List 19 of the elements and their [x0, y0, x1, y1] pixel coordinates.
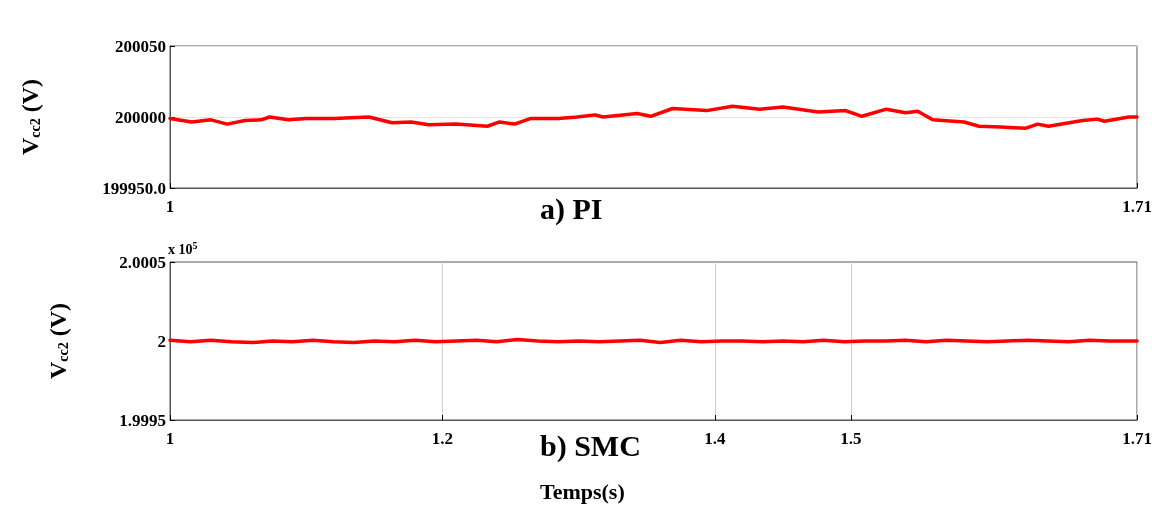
y-tick-label: 200050 — [115, 36, 166, 56]
x-tick-label: 1.5 — [840, 429, 862, 448]
y-tick-label: 200000 — [115, 107, 166, 127]
x-tick-label: 1.2 — [431, 429, 454, 448]
x-tick-label: 1 — [165, 429, 175, 448]
y-tick-label: 1.9995 — [119, 410, 166, 430]
x-axis-title: Temps(s) — [540, 478, 625, 504]
x-tick-label: 1 — [165, 197, 175, 216]
y-tick-label: 2.0005 — [119, 252, 166, 272]
text: a) PI — [540, 191, 603, 226]
x-tick-label: 1.71 — [1122, 429, 1152, 448]
x-tick-label: 1.71 — [1122, 197, 1152, 216]
line-series — [168, 104, 1139, 131]
y-tick-label: 2 — [157, 331, 166, 351]
x-tick-label: 1.4 — [704, 429, 726, 448]
y-axis-title: Vcc2 (V) — [45, 302, 71, 380]
y-axis-title: Vcc2 (V) — [17, 78, 43, 156]
text: b) SMC — [540, 428, 641, 463]
y-tick-label: 199950.0 — [102, 178, 166, 198]
